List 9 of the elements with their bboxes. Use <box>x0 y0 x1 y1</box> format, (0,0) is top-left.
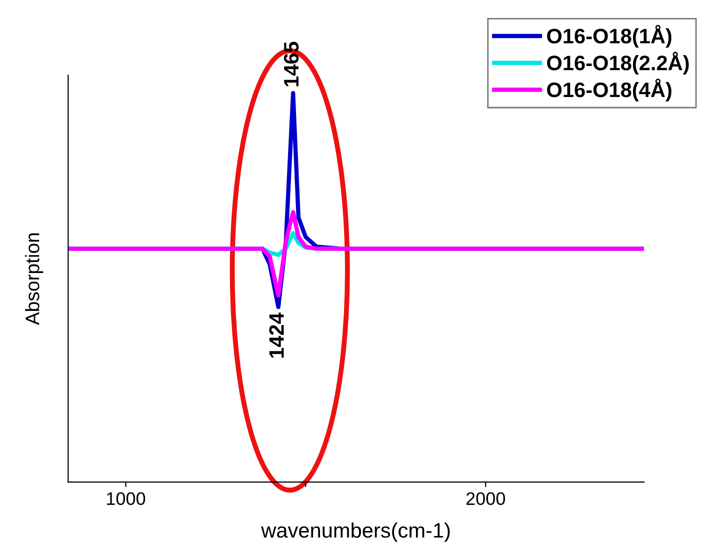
x-axis-title: wavenumbers(cm-1) <box>261 522 450 542</box>
legend-label: O16-O18(4Å) <box>547 78 672 102</box>
legend-label: O16-O18(2.2Å) <box>547 52 689 74</box>
annotation: 1424 <box>269 312 284 358</box>
y-axis-title: Absorption <box>25 233 44 326</box>
annotation: 1465 <box>284 42 299 86</box>
legend-label: O16-O18(1Å) <box>547 24 672 48</box>
x-tick-label: 2000 <box>466 492 505 506</box>
x-tick-label: 1000 <box>107 492 146 506</box>
